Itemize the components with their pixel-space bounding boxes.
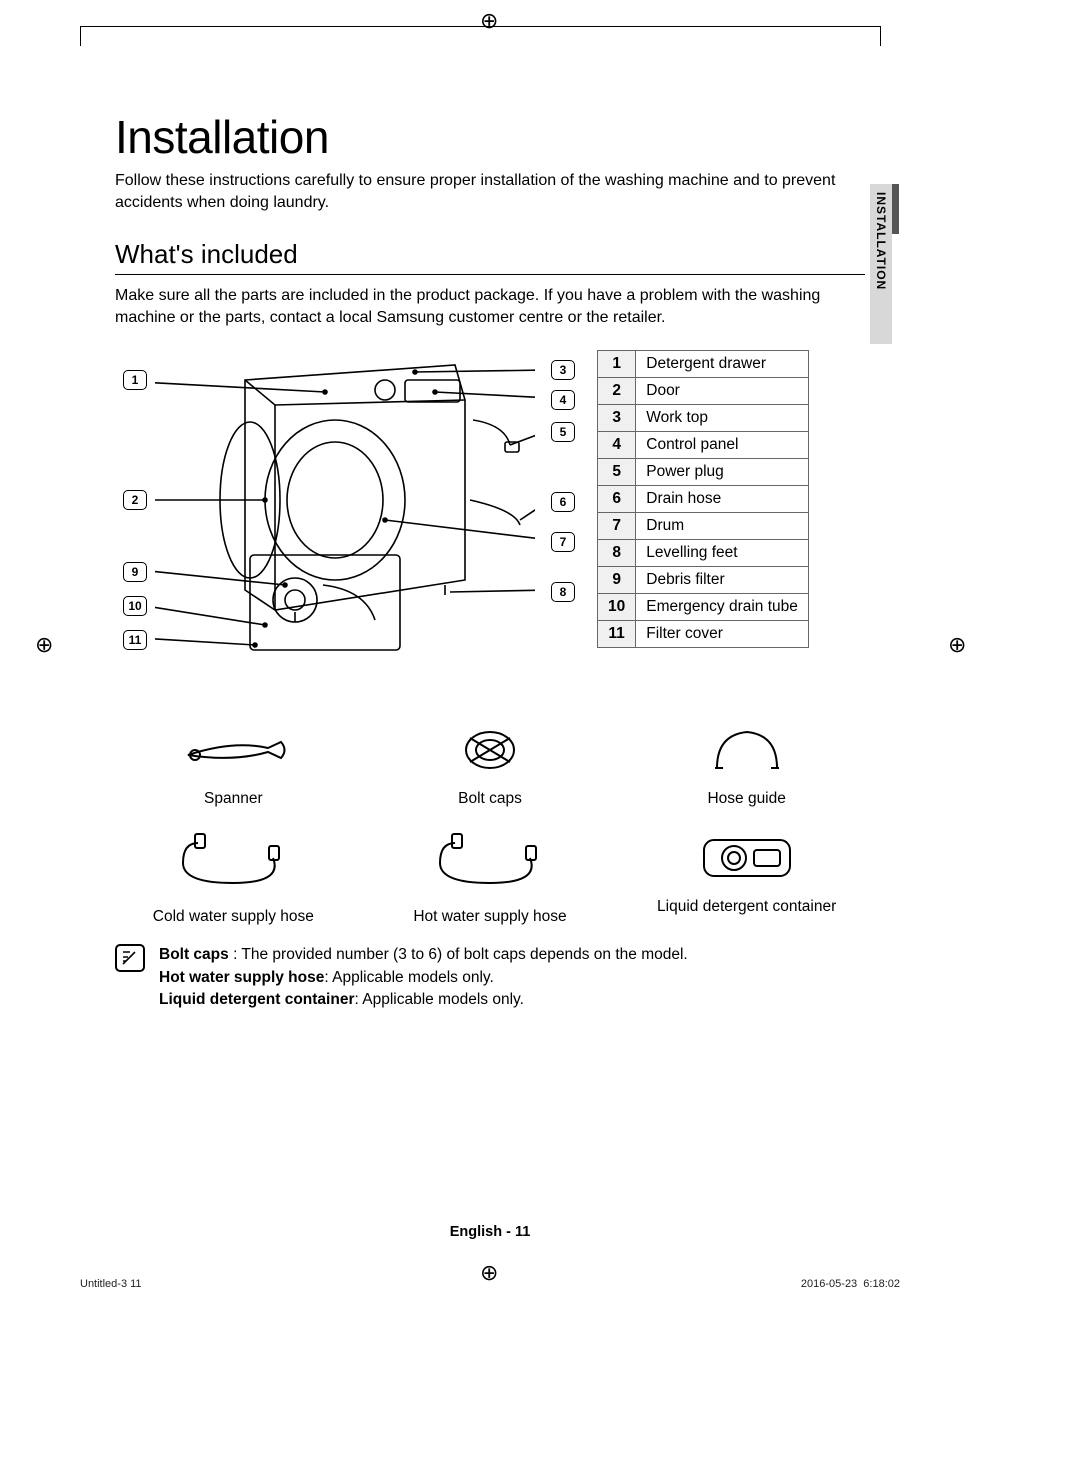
accessory-item: Hose guide <box>628 720 865 808</box>
callout-2: 2 <box>123 490 147 510</box>
part-label: Door <box>636 378 809 405</box>
registration-mark-icon: ⊕ <box>948 632 966 658</box>
part-number: 1 <box>598 351 636 378</box>
crop-mark <box>880 26 881 46</box>
accessory-label: Hose guide <box>628 790 865 808</box>
accessory-icon <box>628 828 865 888</box>
part-label: Levelling feet <box>636 540 809 567</box>
part-label: Work top <box>636 405 809 432</box>
part-label: Control panel <box>636 432 809 459</box>
part-label: Filter cover <box>636 621 809 648</box>
part-number: 5 <box>598 459 636 486</box>
table-row: 7Drum <box>598 513 809 540</box>
meta-right: 2016-05-23 ‎ 6:18:02 <box>801 1278 900 1290</box>
note1-rest: : The provided number (3 to 6) of bolt c… <box>229 946 688 963</box>
accessory-icon <box>115 720 352 780</box>
callout-5: 5 <box>551 422 575 442</box>
accessory-icon <box>372 720 609 780</box>
section-tab: INSTALLATION <box>870 184 892 344</box>
page-footer: English - 11 <box>0 1224 980 1240</box>
registration-mark-icon: ⊕ <box>35 632 53 658</box>
note-text: Bolt caps : The provided number (3 to 6)… <box>159 944 688 1011</box>
note2-rest: : Applicable models only. <box>324 969 493 986</box>
part-number: 10 <box>598 594 636 621</box>
note-icon <box>115 944 145 972</box>
table-row: 2Door <box>598 378 809 405</box>
part-number: 9 <box>598 567 636 594</box>
note2-bold: Hot water supply hose <box>159 969 324 986</box>
callout-10: 10 <box>123 596 147 616</box>
registration-mark-icon: ⊕ <box>480 8 498 34</box>
table-row: 4Control panel <box>598 432 809 459</box>
table-row: 11Filter cover <box>598 621 809 648</box>
section-heading: What's included <box>115 239 865 275</box>
accessory-label: Spanner <box>115 790 352 808</box>
accessory-label: Cold water supply hose <box>115 908 352 926</box>
accessories-grid: Spanner Bolt caps Hose guide Cold water sup… <box>115 720 865 926</box>
accessory-icon <box>372 828 609 898</box>
callout-3: 3 <box>551 360 575 380</box>
part-label: Power plug <box>636 459 809 486</box>
part-number: 8 <box>598 540 636 567</box>
washer-diagram: 1 2 9 10 11 3 4 5 6 7 8 <box>115 350 575 680</box>
crop-mark <box>80 26 81 46</box>
part-label: Drain hose <box>636 486 809 513</box>
part-label: Debris filter <box>636 567 809 594</box>
accessory-item: Liquid detergent container <box>628 828 865 926</box>
part-number: 2 <box>598 378 636 405</box>
section-tab-marker <box>892 184 899 234</box>
intro-text: Follow these instructions carefully to e… <box>115 170 865 213</box>
meta-left: Untitled-3 11 <box>80 1278 142 1290</box>
accessory-item: Spanner <box>115 720 352 808</box>
accessory-item: Cold water supply hose <box>115 828 352 926</box>
accessory-label: Hot water supply hose <box>372 908 609 926</box>
part-number: 7 <box>598 513 636 540</box>
note3-bold: Liquid detergent container <box>159 991 354 1008</box>
accessory-item: Hot water supply hose <box>372 828 609 926</box>
accessory-item: Bolt caps <box>372 720 609 808</box>
table-row: 1Detergent drawer <box>598 351 809 378</box>
callout-11: 11 <box>123 630 147 650</box>
part-number: 3 <box>598 405 636 432</box>
callout-8: 8 <box>551 582 575 602</box>
callout-4: 4 <box>551 390 575 410</box>
section-subtext: Make sure all the parts are included in … <box>115 285 865 328</box>
section-tab-label: INSTALLATION <box>870 184 888 290</box>
callout-9: 9 <box>123 562 147 582</box>
page-title: Installation <box>115 110 865 164</box>
parts-table: 1Detergent drawer2Door3Work top4Control … <box>597 350 809 648</box>
callout-1: 1 <box>123 370 147 390</box>
accessory-label: Bolt caps <box>372 790 609 808</box>
table-row: 5Power plug <box>598 459 809 486</box>
table-row: 9Debris filter <box>598 567 809 594</box>
part-number: 4 <box>598 432 636 459</box>
note1-bold: Bolt caps <box>159 946 229 963</box>
table-row: 3Work top <box>598 405 809 432</box>
callout-7: 7 <box>551 532 575 552</box>
note3-rest: : Applicable models only. <box>354 991 523 1008</box>
accessory-icon <box>115 828 352 898</box>
part-label: Detergent drawer <box>636 351 809 378</box>
note-block: Bolt caps : The provided number (3 to 6)… <box>115 944 865 1011</box>
part-number: 6 <box>598 486 636 513</box>
callout-6: 6 <box>551 492 575 512</box>
table-row: 8Levelling feet <box>598 540 809 567</box>
table-row: 6Drain hose <box>598 486 809 513</box>
part-number: 11 <box>598 621 636 648</box>
print-metadata: Untitled-3 11 2016-05-23 ‎ 6:18:02 <box>80 1278 900 1290</box>
part-label: Drum <box>636 513 809 540</box>
accessory-label: Liquid detergent container <box>628 898 865 916</box>
washer-illustration-icon <box>155 350 535 680</box>
table-row: 10Emergency drain tube <box>598 594 809 621</box>
accessory-icon <box>628 720 865 780</box>
part-label: Emergency drain tube <box>636 594 809 621</box>
